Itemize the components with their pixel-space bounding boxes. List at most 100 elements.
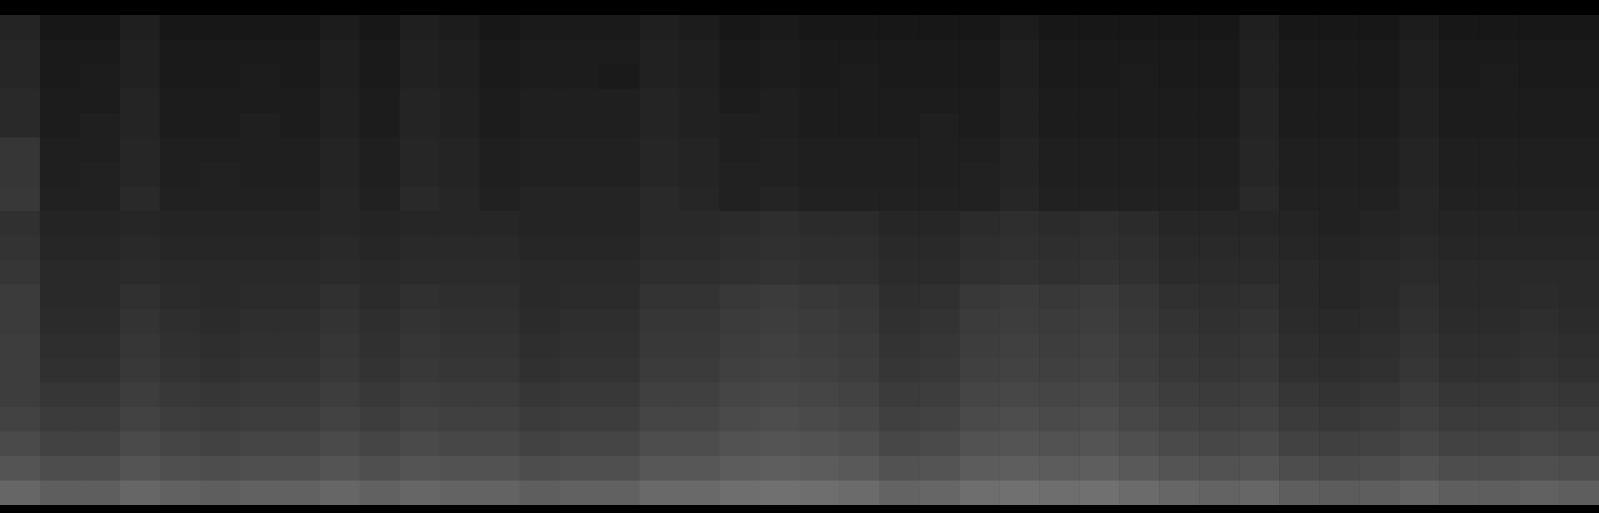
- cell: [1119, 309, 1159, 334]
- cell: [80, 456, 120, 481]
- cell: [1559, 407, 1599, 432]
- cell: [1319, 89, 1359, 114]
- cell: [360, 334, 400, 359]
- cell: [40, 334, 80, 359]
- cell: [0, 162, 40, 187]
- cell: [640, 187, 680, 212]
- cell: [1479, 481, 1519, 506]
- cell: [1279, 334, 1319, 359]
- cell: [1079, 432, 1119, 457]
- cell: [959, 432, 999, 457]
- cell: [1559, 383, 1599, 408]
- cell: [120, 187, 160, 212]
- cell: [1239, 211, 1279, 236]
- cell: [280, 481, 320, 506]
- cell: [1479, 432, 1519, 457]
- cell: [680, 432, 720, 457]
- cell: [480, 211, 520, 236]
- cell: [80, 187, 120, 212]
- cell: [1519, 187, 1559, 212]
- cell: [1319, 113, 1359, 138]
- cell: [760, 211, 800, 236]
- cell: [839, 432, 879, 457]
- cell: [360, 40, 400, 65]
- cell: [600, 260, 640, 285]
- cell: [1399, 285, 1439, 310]
- cell: [760, 407, 800, 432]
- cell: [640, 40, 680, 65]
- cell: [800, 89, 840, 114]
- cell: [1119, 15, 1159, 40]
- cell: [1319, 432, 1359, 457]
- cell: [1279, 456, 1319, 481]
- cell: [480, 40, 520, 65]
- cell: [520, 89, 560, 114]
- cell: [1279, 481, 1319, 506]
- cell: [1399, 260, 1439, 285]
- cell: [80, 236, 120, 261]
- cell: [480, 236, 520, 261]
- cell: [680, 481, 720, 506]
- cell: [1559, 481, 1599, 506]
- cell: [720, 162, 760, 187]
- cell: [999, 481, 1039, 506]
- cell: [560, 260, 600, 285]
- cell: [760, 383, 800, 408]
- cell: [1319, 456, 1359, 481]
- cell: [320, 334, 360, 359]
- cell: [1399, 187, 1439, 212]
- cell: [1119, 432, 1159, 457]
- cell: [680, 211, 720, 236]
- cell: [760, 236, 800, 261]
- cell: [440, 285, 480, 310]
- cell: [800, 481, 840, 506]
- cell: [400, 187, 440, 212]
- cell: [999, 138, 1039, 163]
- cell: [0, 383, 40, 408]
- cell: [1319, 334, 1359, 359]
- cell: [839, 285, 879, 310]
- cell: [959, 138, 999, 163]
- cell: [280, 64, 320, 89]
- cell: [720, 89, 760, 114]
- cell: [1319, 40, 1359, 65]
- cell: [640, 162, 680, 187]
- cell: [1159, 407, 1199, 432]
- cell: [560, 236, 600, 261]
- cell: [1439, 40, 1479, 65]
- cell: [1199, 334, 1239, 359]
- cell: [1479, 285, 1519, 310]
- cell: [1159, 358, 1199, 383]
- cell: [400, 481, 440, 506]
- cell: [280, 432, 320, 457]
- cell: [1439, 260, 1479, 285]
- cell: [120, 383, 160, 408]
- cell: [280, 40, 320, 65]
- cell: [879, 89, 919, 114]
- cell: [1279, 113, 1319, 138]
- cell: [160, 285, 200, 310]
- cell: [1079, 334, 1119, 359]
- heatmap-cells: [0, 15, 1599, 505]
- cell: [800, 432, 840, 457]
- cell: [1319, 187, 1359, 212]
- cell: [1399, 383, 1439, 408]
- cell: [1479, 407, 1519, 432]
- cell: [879, 211, 919, 236]
- cell: [1279, 211, 1319, 236]
- cell: [1159, 40, 1199, 65]
- cell: [680, 89, 720, 114]
- cell: [1039, 64, 1079, 89]
- cell: [1359, 383, 1399, 408]
- cell: [560, 187, 600, 212]
- cell: [1439, 236, 1479, 261]
- cell: [440, 236, 480, 261]
- cell: [720, 138, 760, 163]
- cell: [280, 309, 320, 334]
- cell: [1559, 162, 1599, 187]
- cell: [1239, 162, 1279, 187]
- cell: [520, 15, 560, 40]
- cell: [959, 236, 999, 261]
- cell: [919, 162, 959, 187]
- cell: [440, 309, 480, 334]
